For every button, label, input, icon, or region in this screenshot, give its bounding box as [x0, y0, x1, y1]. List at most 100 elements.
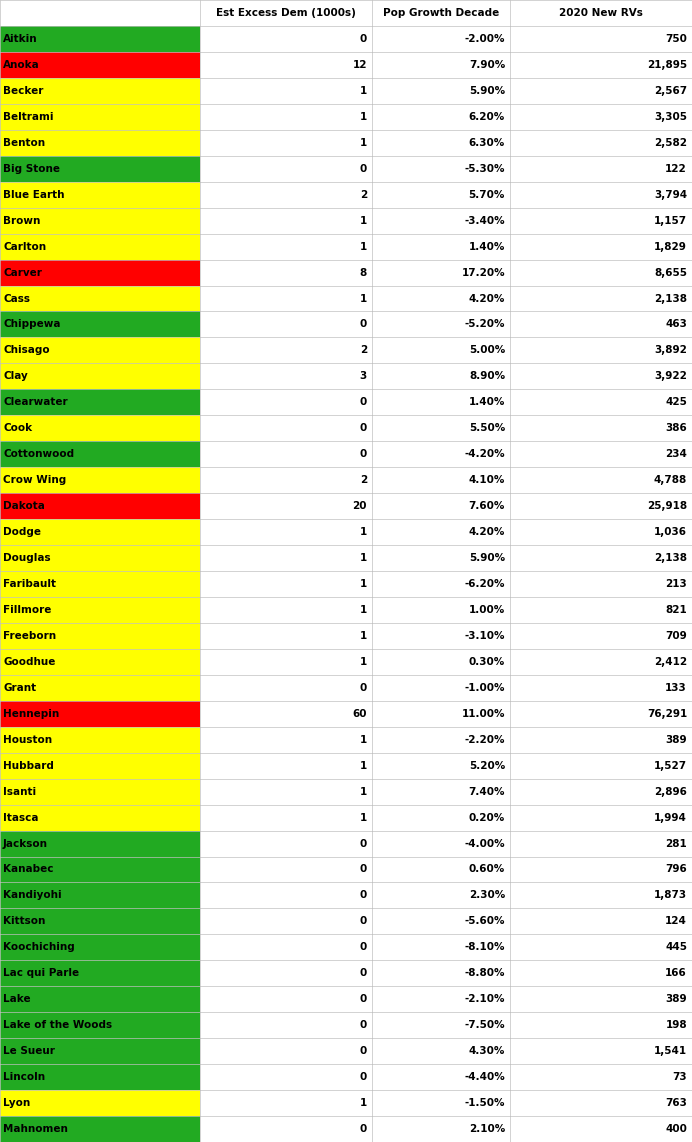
Bar [510, 1116, 692, 1142]
Text: Clay: Clay [3, 371, 28, 381]
Bar [510, 130, 692, 155]
Bar [200, 908, 372, 934]
Bar [200, 1064, 372, 1091]
Text: 3,892: 3,892 [654, 345, 687, 355]
Bar [510, 701, 692, 726]
Text: 0: 0 [360, 942, 367, 952]
Bar [510, 883, 692, 908]
Text: 198: 198 [666, 1020, 687, 1030]
Text: 60: 60 [352, 709, 367, 718]
Bar [0, 234, 200, 259]
Bar [200, 467, 372, 493]
Bar [372, 597, 510, 622]
Text: 21,895: 21,895 [647, 59, 687, 70]
Bar [510, 234, 692, 259]
Text: 1,829: 1,829 [654, 242, 687, 251]
Text: Freeborn: Freeborn [3, 630, 56, 641]
Bar [0, 622, 200, 649]
Bar [372, 493, 510, 520]
Text: Chisago: Chisago [3, 345, 50, 355]
Text: Benton: Benton [3, 138, 45, 147]
Bar [0, 883, 200, 908]
Bar [0, 337, 200, 363]
Bar [0, 363, 200, 389]
Bar [372, 312, 510, 337]
Text: 1: 1 [360, 293, 367, 304]
Text: 1: 1 [360, 605, 367, 614]
Bar [200, 856, 372, 883]
Text: 5.90%: 5.90% [469, 553, 505, 563]
Bar [200, 155, 372, 182]
Bar [510, 545, 692, 571]
Text: -2.00%: -2.00% [464, 34, 505, 45]
Bar [0, 960, 200, 987]
Text: 1: 1 [360, 138, 367, 147]
Text: 2: 2 [360, 190, 367, 200]
Bar [0, 155, 200, 182]
Bar [0, 675, 200, 701]
Text: Lyon: Lyon [3, 1099, 30, 1108]
Bar [372, 779, 510, 805]
Text: Cook: Cook [3, 424, 32, 433]
Bar [372, 389, 510, 416]
Text: 2,412: 2,412 [654, 657, 687, 667]
Text: 2,567: 2,567 [654, 86, 687, 96]
Text: Kittson: Kittson [3, 916, 46, 926]
Bar [200, 78, 372, 104]
Text: 11.00%: 11.00% [462, 709, 505, 718]
Text: 2,896: 2,896 [654, 787, 687, 797]
Bar [372, 51, 510, 78]
Text: 25,918: 25,918 [647, 501, 687, 512]
Bar [0, 259, 200, 286]
Bar [200, 104, 372, 130]
Bar [372, 208, 510, 234]
Bar [200, 1012, 372, 1038]
Bar [200, 805, 372, 830]
Text: 750: 750 [665, 34, 687, 45]
Bar [200, 1091, 372, 1116]
Bar [200, 286, 372, 312]
Bar [372, 234, 510, 259]
Text: 4,788: 4,788 [654, 475, 687, 485]
Text: Beltrami: Beltrami [3, 112, 53, 122]
Text: 709: 709 [665, 630, 687, 641]
Text: 2: 2 [360, 475, 367, 485]
Bar [372, 1116, 510, 1142]
Text: 7.90%: 7.90% [468, 59, 505, 70]
Text: 20: 20 [352, 501, 367, 512]
Bar [200, 830, 372, 856]
Text: 0: 0 [360, 449, 367, 459]
Bar [372, 78, 510, 104]
Bar [510, 520, 692, 545]
Bar [0, 779, 200, 805]
Bar [0, 416, 200, 441]
Bar [200, 259, 372, 286]
Text: Hennepin: Hennepin [3, 709, 60, 718]
Text: 213: 213 [665, 579, 687, 589]
Bar [0, 545, 200, 571]
Bar [0, 1012, 200, 1038]
Bar [372, 649, 510, 675]
Text: 400: 400 [665, 1124, 687, 1134]
Bar [510, 1038, 692, 1064]
Text: Pop Growth Decade: Pop Growth Decade [383, 8, 499, 18]
Bar [0, 934, 200, 960]
Bar [510, 51, 692, 78]
Text: 0.20%: 0.20% [468, 813, 505, 822]
Text: Est Excess Dem (1000s): Est Excess Dem (1000s) [216, 8, 356, 18]
Bar [372, 675, 510, 701]
Bar [0, 286, 200, 312]
Text: 2: 2 [360, 345, 367, 355]
Text: 1: 1 [360, 761, 367, 771]
Text: 0.60%: 0.60% [468, 864, 505, 875]
Text: 4.30%: 4.30% [468, 1046, 505, 1056]
Bar [200, 389, 372, 416]
Text: 3,305: 3,305 [654, 112, 687, 122]
Bar [0, 182, 200, 208]
Bar [200, 726, 372, 753]
Text: 2,138: 2,138 [654, 553, 687, 563]
Text: -4.40%: -4.40% [464, 1072, 505, 1083]
Bar [510, 622, 692, 649]
Text: 1: 1 [360, 112, 367, 122]
Bar [372, 1012, 510, 1038]
